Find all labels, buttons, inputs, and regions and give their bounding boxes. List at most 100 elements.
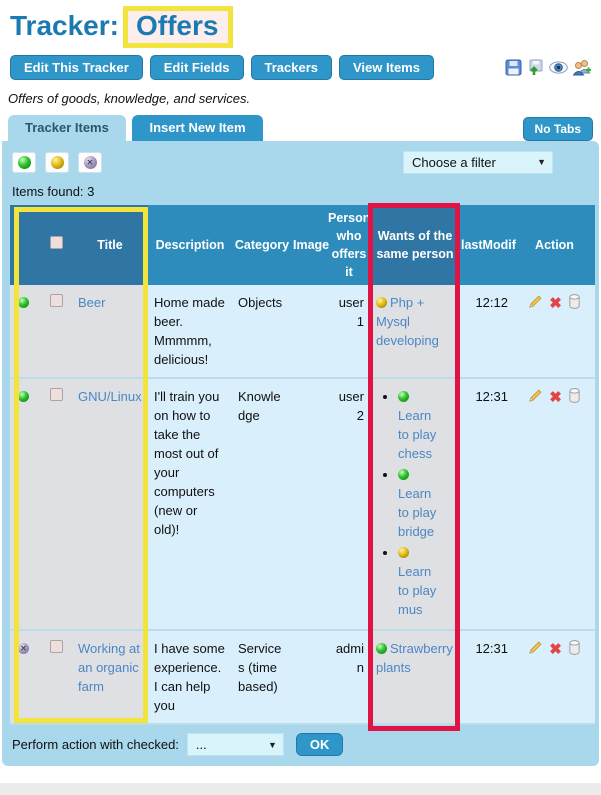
admin-users-icon[interactable] bbox=[573, 59, 591, 76]
filter-row: Choose a filter ▼ bbox=[8, 147, 593, 177]
item-wants-cell: Strawberry plants bbox=[370, 630, 460, 725]
item-lastmodif-cell: 12:31 bbox=[460, 630, 514, 725]
page-bottom-edge bbox=[0, 783, 601, 795]
watch-icon[interactable] bbox=[549, 59, 568, 76]
open-status-icon bbox=[17, 155, 31, 169]
page-title-highlighted-word: Offers bbox=[122, 6, 234, 48]
status-filter-pending-button[interactable] bbox=[45, 151, 69, 173]
want-link[interactable]: Strawberry plants bbox=[376, 641, 453, 675]
item-person-cell: user2 bbox=[328, 378, 370, 631]
page-title-prefix: Tracker: bbox=[10, 10, 119, 41]
chevron-down-icon: ▼ bbox=[267, 739, 277, 750]
trash-icon[interactable] bbox=[568, 387, 581, 408]
edit-icon[interactable] bbox=[528, 294, 543, 314]
item-action-cell: ✖ bbox=[514, 285, 595, 379]
item-action-cell: ✖ bbox=[514, 378, 595, 631]
tracker-items-table: Title Description Category Image Person … bbox=[10, 205, 595, 725]
wants-list-item: Learn to play chess bbox=[398, 387, 444, 463]
column-header-status[interactable] bbox=[10, 205, 40, 285]
item-person-cell: user1 bbox=[328, 285, 370, 379]
column-header-category[interactable]: Category bbox=[232, 205, 292, 285]
perform-action-row: Perform action with checked: ... ▼ OK bbox=[12, 733, 593, 756]
remove-icon[interactable]: ✖ bbox=[549, 389, 562, 407]
save-icon[interactable] bbox=[505, 59, 522, 76]
page-title-word: Offers bbox=[135, 10, 219, 41]
edit-fields-button[interactable]: Edit Fields bbox=[149, 55, 244, 80]
column-header-action[interactable]: Action bbox=[514, 205, 595, 285]
select-all-checkbox[interactable] bbox=[49, 236, 63, 249]
view-items-button[interactable]: View Items bbox=[339, 55, 434, 80]
tab-insert-new-item[interactable]: Insert New Item bbox=[132, 115, 263, 141]
edit-this-tracker-button[interactable]: Edit This Tracker bbox=[10, 55, 143, 80]
closed-status-icon bbox=[18, 643, 29, 654]
filter-select[interactable]: Choose a filter ▼ bbox=[403, 150, 553, 174]
item-status-cell bbox=[10, 378, 40, 631]
remove-icon[interactable]: ✖ bbox=[549, 295, 562, 313]
column-header-description[interactable]: Description bbox=[148, 205, 232, 285]
wants-list-item: Learn to play mus bbox=[398, 543, 444, 619]
open-status-icon bbox=[398, 391, 409, 402]
item-checkbox[interactable] bbox=[49, 640, 63, 653]
item-checkbox-cell bbox=[40, 378, 72, 631]
tracker-description: Offers of goods, knowledge, and services… bbox=[8, 91, 251, 106]
open-status-icon bbox=[376, 643, 387, 654]
action-select[interactable]: ... ▼ bbox=[186, 733, 284, 756]
trackers-button[interactable]: Trackers bbox=[250, 55, 332, 80]
column-header-image[interactable]: Image bbox=[292, 205, 329, 285]
column-header-person[interactable]: Person who offers it bbox=[328, 205, 370, 285]
trash-icon[interactable] bbox=[568, 293, 581, 314]
column-header-wants[interactable]: Wants of the same person bbox=[370, 205, 460, 285]
item-description-cell: I'll train you on how to take the most o… bbox=[148, 378, 232, 631]
table-row: Beer Home made beer. Mmmmm, delicious! Obj… bbox=[10, 285, 595, 379]
item-image-cell bbox=[292, 285, 328, 379]
item-image-cell bbox=[292, 378, 328, 631]
item-image-cell bbox=[292, 630, 328, 725]
item-checkbox-cell bbox=[40, 285, 72, 379]
item-title-cell: Working at an organic farm bbox=[72, 630, 148, 725]
wants-list-item: Learn to play bridge bbox=[398, 465, 444, 541]
want-link[interactable]: Php + Mysql developing bbox=[376, 295, 439, 348]
item-action-cell: ✖ bbox=[514, 630, 595, 725]
item-checkbox-cell bbox=[40, 630, 72, 725]
item-wants-cell: Php + Mysql developing bbox=[370, 285, 460, 379]
pending-status-icon bbox=[398, 547, 409, 558]
want-link[interactable]: Learn to play bridge bbox=[398, 486, 437, 539]
want-link[interactable]: Learn to play chess bbox=[398, 408, 437, 461]
item-category-cell: Objects bbox=[232, 285, 292, 379]
item-person-cell: admin bbox=[328, 630, 370, 725]
ok-button[interactable]: OK bbox=[295, 733, 344, 756]
items-found-label: Items found: 3 bbox=[12, 184, 95, 199]
item-description-cell: I have some experience. I can help you bbox=[148, 630, 232, 725]
table-row: GNU/Linux I'll train you on how to take t… bbox=[10, 378, 595, 631]
item-title-link[interactable]: Working at an organic farm bbox=[78, 641, 140, 694]
pending-status-icon bbox=[376, 297, 387, 308]
tab-bar: Tracker Items Insert New Item No Tabs bbox=[2, 115, 599, 141]
item-title-link[interactable]: GNU/Linux bbox=[78, 389, 142, 404]
trash-icon[interactable] bbox=[568, 639, 581, 660]
toolbar-icon-strip bbox=[505, 59, 591, 76]
remove-icon[interactable]: ✖ bbox=[549, 641, 562, 659]
status-filter-open-button[interactable] bbox=[12, 151, 36, 173]
want-link[interactable]: Learn to play mus bbox=[398, 564, 437, 617]
edit-icon[interactable] bbox=[528, 388, 543, 408]
column-header-checkbox[interactable] bbox=[40, 205, 72, 285]
item-checkbox[interactable] bbox=[49, 294, 63, 307]
toolbar: Edit This Tracker Edit Fields Trackers V… bbox=[10, 54, 591, 81]
tab-tracker-items[interactable]: Tracker Items bbox=[8, 115, 126, 141]
no-tabs-button[interactable]: No Tabs bbox=[522, 117, 593, 141]
import-icon[interactable] bbox=[527, 59, 544, 76]
open-status-icon bbox=[398, 469, 409, 480]
item-lastmodif-cell: 12:31 bbox=[460, 378, 514, 631]
item-description-cell: Home made beer. Mmmmm, delicious! bbox=[148, 285, 232, 379]
closed-status-icon bbox=[83, 155, 97, 169]
item-checkbox[interactable] bbox=[49, 388, 63, 401]
item-lastmodif-cell: 12:12 bbox=[460, 285, 514, 379]
edit-icon[interactable] bbox=[528, 640, 543, 660]
column-header-lastmodif[interactable]: lastModif bbox=[460, 205, 516, 285]
column-header-title[interactable]: Title bbox=[72, 205, 148, 285]
action-select-value: ... bbox=[195, 737, 207, 752]
item-title-link[interactable]: Beer bbox=[78, 295, 106, 310]
table-header: Title Description Category Image Person … bbox=[10, 205, 595, 285]
status-filter-closed-button[interactable] bbox=[78, 151, 102, 173]
item-status-cell bbox=[10, 285, 40, 379]
